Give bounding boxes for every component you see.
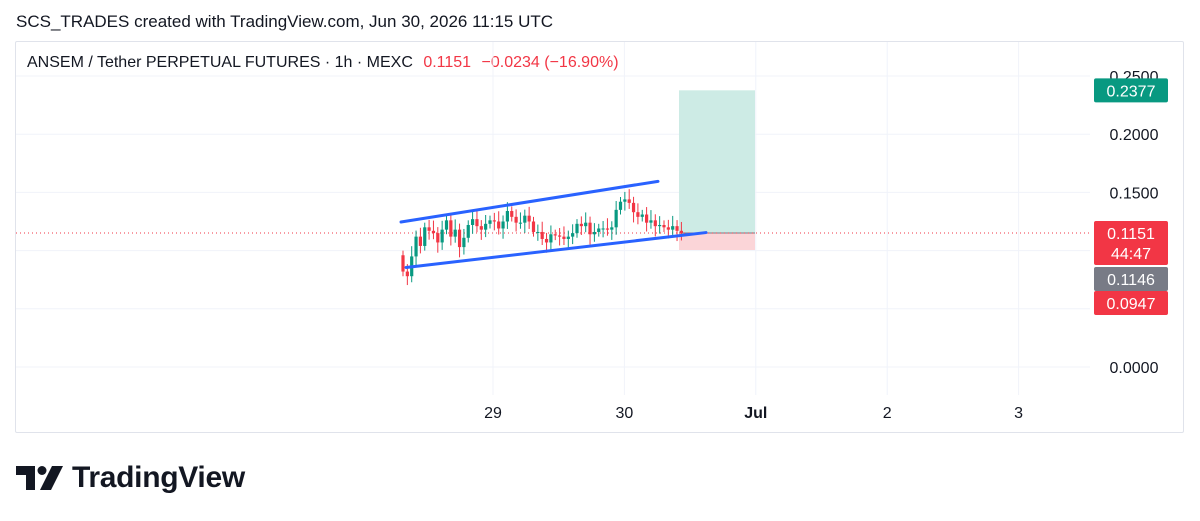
candle-body: [579, 223, 583, 227]
candle-body: [566, 236, 570, 239]
x-tick-label: 3: [1014, 405, 1023, 422]
candle-body: [431, 230, 436, 234]
tradingview-logo: TradingView: [16, 458, 245, 498]
candle-body: [475, 219, 479, 227]
candle-body: [423, 227, 427, 246]
y-tick-label: 0.1500: [1110, 185, 1159, 202]
candle-body: [614, 209, 618, 228]
brand-name: TradingView: [72, 461, 245, 494]
candle-body: [636, 212, 640, 217]
candle-body: [449, 220, 453, 237]
channel-upper-line: [399, 179, 660, 224]
candle-body: [479, 226, 483, 230]
candle-body: [671, 226, 675, 230]
candle-body: [666, 227, 670, 230]
y-tick-label: 0.0000: [1110, 360, 1159, 377]
candle-body: [405, 271, 409, 277]
candle-body: [436, 233, 440, 243]
candle-body: [440, 229, 444, 243]
countdown-label: 44:47: [1111, 246, 1151, 263]
candle-body: [649, 220, 653, 223]
candle-body: [418, 236, 422, 246]
candle-body: [401, 255, 405, 272]
candle-body: [653, 220, 657, 227]
candle-body: [553, 234, 557, 236]
candle-body: [645, 214, 649, 223]
candle-body: [679, 230, 683, 234]
stop-price-badge: [1094, 291, 1168, 315]
candle-body: [414, 236, 418, 257]
gray-price-badge: [1094, 267, 1168, 291]
candle-body: [518, 222, 523, 224]
candle-body: [514, 216, 518, 223]
current-price-label: 0.1151: [1107, 226, 1155, 243]
candle-body: [618, 201, 623, 210]
current-price-badge: [1094, 221, 1168, 266]
candle-body: [471, 219, 475, 225]
candle-body: [601, 228, 605, 230]
candle-body: [640, 214, 644, 217]
candle-body: [531, 221, 536, 232]
candle-body: [484, 223, 488, 230]
candle-body: [544, 238, 549, 243]
candle-body: [457, 229, 462, 248]
candle-body: [444, 220, 449, 230]
candle-body: [675, 226, 679, 231]
candle-body: [592, 231, 596, 235]
candle-body: [501, 221, 505, 229]
x-tick-label: 29: [484, 405, 502, 422]
candle-body: [631, 202, 636, 213]
candle-body: [597, 228, 601, 232]
candle-body: [510, 211, 514, 217]
candle-body: [523, 215, 527, 223]
x-tick-label: 2: [883, 405, 892, 422]
candle-body: [562, 236, 566, 239]
stop-zone: [679, 233, 755, 251]
candle-body: [488, 220, 492, 224]
candle-body: [540, 231, 544, 239]
candle-body: [662, 224, 666, 228]
candle-body: [610, 227, 614, 230]
chart-caption: SCS_TRADES created with TradingView.com,…: [16, 12, 554, 31]
channel-lower-line: [404, 231, 708, 269]
candle-body: [492, 220, 496, 222]
candle-body: [588, 222, 592, 235]
target-zone: [679, 90, 755, 234]
symbol-title[interactable]: ANSEM / Tether PERPETUAL FUTURES · 1h · …: [27, 54, 413, 71]
candle-body: [658, 224, 662, 227]
stop-price-badge-label: 0.0947: [1107, 296, 1156, 313]
candle-body: [505, 211, 509, 222]
gray-price-badge-label: 0.1146: [1107, 272, 1155, 289]
symbol-legend: ANSEM / Tether PERPETUAL FUTURES · 1h · …: [27, 54, 619, 72]
candle-body: [584, 222, 588, 227]
candle-body: [627, 199, 631, 203]
target-price-badge: [1094, 78, 1168, 103]
candle-body: [623, 199, 627, 202]
candle-body: [462, 237, 466, 248]
tradingview-logo-icon: [16, 466, 63, 490]
chart-frame[interactable]: [15, 41, 1184, 433]
x-tick-label: 30: [616, 405, 634, 422]
x-tick-label: Jul: [744, 405, 767, 422]
candle-body: [605, 228, 610, 230]
candle-body: [427, 227, 431, 231]
candle-body: [549, 234, 553, 243]
y-tick-label: 0.2000: [1110, 127, 1159, 144]
candle-body: [558, 235, 562, 237]
candle-body: [527, 215, 531, 222]
candle-body: [453, 229, 457, 237]
candle-body: [497, 221, 501, 229]
legend-change: −0.0234 (−16.90%): [481, 54, 619, 71]
target-price-badge-label: 0.2377: [1107, 83, 1156, 100]
candle-body: [466, 224, 470, 238]
legend-price: 0.1151: [423, 54, 472, 71]
candle-body: [571, 233, 575, 237]
candle-body: [536, 231, 540, 233]
candle-body: [575, 223, 579, 234]
